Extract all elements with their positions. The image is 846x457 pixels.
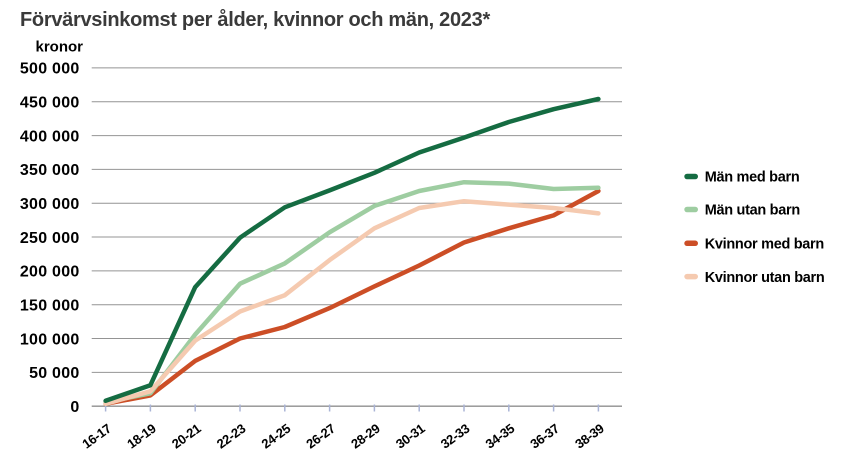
svg-text:100 000: 100 000 [20,331,80,348]
svg-text:16-17: 16-17 [79,421,114,452]
svg-text:Män utan barn: Män utan barn [705,203,800,219]
svg-text:0: 0 [70,399,79,416]
svg-text:400 000: 400 000 [20,128,80,145]
svg-text:22-23: 22-23 [214,421,249,452]
svg-text:30-31: 30-31 [393,421,428,452]
svg-text:200 000: 200 000 [20,264,80,281]
svg-text:450 000: 450 000 [20,94,80,111]
svg-text:kronor: kronor [36,39,84,56]
svg-text:32-33: 32-33 [438,421,473,452]
svg-text:Kvinnor med barn: Kvinnor med barn [705,237,824,253]
svg-text:300 000: 300 000 [20,196,80,213]
svg-text:26-27: 26-27 [303,421,338,452]
svg-text:18-19: 18-19 [124,421,159,452]
svg-text:Kvinnor utan barn: Kvinnor utan barn [705,270,825,286]
svg-text:34-35: 34-35 [483,421,518,452]
svg-text:500 000: 500 000 [20,61,80,78]
svg-text:28-29: 28-29 [348,421,383,452]
svg-text:50 000: 50 000 [29,365,79,382]
svg-text:Män med barn: Män med barn [705,170,800,186]
svg-text:24-25: 24-25 [259,421,294,452]
svg-text:350 000: 350 000 [20,162,80,179]
svg-text:150 000: 150 000 [20,297,80,314]
svg-text:20-21: 20-21 [169,421,204,452]
svg-text:36-37: 36-37 [527,421,562,452]
svg-text:250 000: 250 000 [20,230,80,247]
svg-text:38-39: 38-39 [572,421,607,452]
